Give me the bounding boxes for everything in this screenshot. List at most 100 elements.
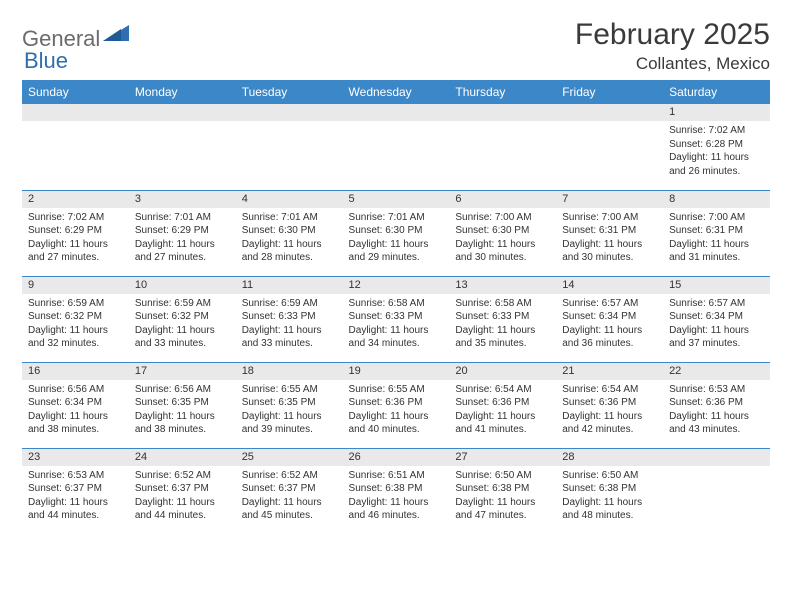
day-details: Sunrise: 6:56 AMSunset: 6:35 PMDaylight:… [129,380,236,441]
calendar-cell: 1Sunrise: 7:02 AMSunset: 6:28 PMDaylight… [663,104,770,190]
sunset-text: Sunset: 6:38 PM [562,482,657,496]
calendar-row: 16Sunrise: 6:56 AMSunset: 6:34 PMDayligh… [22,362,770,448]
sunrise-text: Sunrise: 6:53 AM [669,383,764,397]
day-number [663,449,770,466]
daylight-line1: Daylight: 11 hours [242,410,337,424]
day-number: 14 [556,277,663,294]
daylight-line1: Daylight: 11 hours [562,324,657,338]
sunrise-text: Sunrise: 7:02 AM [669,124,764,138]
calendar-row: 2Sunrise: 7:02 AMSunset: 6:29 PMDaylight… [22,190,770,276]
calendar-cell: 4Sunrise: 7:01 AMSunset: 6:30 PMDaylight… [236,190,343,276]
daylight-line2: and 27 minutes. [135,251,230,265]
daylight-line2: and 29 minutes. [349,251,444,265]
calendar-cell: 14Sunrise: 6:57 AMSunset: 6:34 PMDayligh… [556,276,663,362]
daylight-line1: Daylight: 11 hours [349,324,444,338]
sunrise-text: Sunrise: 6:57 AM [562,297,657,311]
day-number: 12 [343,277,450,294]
daylight-line1: Daylight: 11 hours [455,238,550,252]
calendar-cell: 28Sunrise: 6:50 AMSunset: 6:38 PMDayligh… [556,448,663,534]
calendar-cell: 15Sunrise: 6:57 AMSunset: 6:34 PMDayligh… [663,276,770,362]
day-number: 22 [663,363,770,380]
calendar-cell: 25Sunrise: 6:52 AMSunset: 6:37 PMDayligh… [236,448,343,534]
sunrise-text: Sunrise: 6:50 AM [455,469,550,483]
sunset-text: Sunset: 6:36 PM [562,396,657,410]
sunrise-text: Sunrise: 6:54 AM [455,383,550,397]
day-details: Sunrise: 6:55 AMSunset: 6:35 PMDaylight:… [236,380,343,441]
sunrise-text: Sunrise: 7:01 AM [242,211,337,225]
day-details: Sunrise: 7:00 AMSunset: 6:31 PMDaylight:… [663,208,770,269]
daylight-line1: Daylight: 11 hours [242,496,337,510]
daylight-line2: and 34 minutes. [349,337,444,351]
day-details: Sunrise: 6:50 AMSunset: 6:38 PMDaylight:… [449,466,556,527]
day-number [22,104,129,121]
day-number: 23 [22,449,129,466]
sunrise-text: Sunrise: 7:00 AM [455,211,550,225]
daylight-line2: and 36 minutes. [562,337,657,351]
day-number: 16 [22,363,129,380]
day-number: 8 [663,191,770,208]
calendar-cell [22,104,129,190]
daylight-line2: and 46 minutes. [349,509,444,523]
daylight-line2: and 37 minutes. [669,337,764,351]
sunset-text: Sunset: 6:30 PM [349,224,444,238]
daylight-line1: Daylight: 11 hours [455,324,550,338]
calendar-cell: 22Sunrise: 6:53 AMSunset: 6:36 PMDayligh… [663,362,770,448]
day-number: 15 [663,277,770,294]
sunset-text: Sunset: 6:36 PM [669,396,764,410]
day-details: Sunrise: 7:02 AMSunset: 6:29 PMDaylight:… [22,208,129,269]
day-details: Sunrise: 6:59 AMSunset: 6:33 PMDaylight:… [236,294,343,355]
day-details: Sunrise: 6:52 AMSunset: 6:37 PMDaylight:… [129,466,236,527]
day-number: 7 [556,191,663,208]
calendar-row: 1Sunrise: 7:02 AMSunset: 6:28 PMDaylight… [22,104,770,190]
calendar-cell: 3Sunrise: 7:01 AMSunset: 6:29 PMDaylight… [129,190,236,276]
day-details: Sunrise: 6:54 AMSunset: 6:36 PMDaylight:… [449,380,556,441]
calendar-cell: 5Sunrise: 7:01 AMSunset: 6:30 PMDaylight… [343,190,450,276]
day-details: Sunrise: 7:00 AMSunset: 6:30 PMDaylight:… [449,208,556,269]
calendar-cell: 19Sunrise: 6:55 AMSunset: 6:36 PMDayligh… [343,362,450,448]
calendar-cell [129,104,236,190]
calendar-cell: 7Sunrise: 7:00 AMSunset: 6:31 PMDaylight… [556,190,663,276]
calendar-cell [556,104,663,190]
sunset-text: Sunset: 6:32 PM [28,310,123,324]
logo-triangle-icon [103,23,129,46]
daylight-line1: Daylight: 11 hours [135,410,230,424]
sunset-text: Sunset: 6:30 PM [242,224,337,238]
sunset-text: Sunset: 6:35 PM [242,396,337,410]
sunrise-text: Sunrise: 7:02 AM [28,211,123,225]
weekday-header: Sunday [22,80,129,104]
calendar-cell: 8Sunrise: 7:00 AMSunset: 6:31 PMDaylight… [663,190,770,276]
day-details: Sunrise: 6:58 AMSunset: 6:33 PMDaylight:… [343,294,450,355]
day-number: 2 [22,191,129,208]
day-details: Sunrise: 6:50 AMSunset: 6:38 PMDaylight:… [556,466,663,527]
sunrise-text: Sunrise: 6:59 AM [135,297,230,311]
sunset-text: Sunset: 6:37 PM [28,482,123,496]
calendar-cell: 16Sunrise: 6:56 AMSunset: 6:34 PMDayligh… [22,362,129,448]
daylight-line1: Daylight: 11 hours [562,238,657,252]
calendar-cell: 21Sunrise: 6:54 AMSunset: 6:36 PMDayligh… [556,362,663,448]
calendar-cell [663,448,770,534]
calendar-cell: 18Sunrise: 6:55 AMSunset: 6:35 PMDayligh… [236,362,343,448]
sunrise-text: Sunrise: 6:55 AM [349,383,444,397]
day-number: 10 [129,277,236,294]
sunset-text: Sunset: 6:33 PM [242,310,337,324]
daylight-line1: Daylight: 11 hours [28,410,123,424]
day-details: Sunrise: 6:59 AMSunset: 6:32 PMDaylight:… [22,294,129,355]
day-number: 17 [129,363,236,380]
sunset-text: Sunset: 6:34 PM [669,310,764,324]
daylight-line2: and 44 minutes. [135,509,230,523]
sunrise-text: Sunrise: 6:58 AM [455,297,550,311]
day-details: Sunrise: 6:52 AMSunset: 6:37 PMDaylight:… [236,466,343,527]
sunset-text: Sunset: 6:33 PM [349,310,444,324]
daylight-line2: and 33 minutes. [242,337,337,351]
day-number: 13 [449,277,556,294]
daylight-line2: and 35 minutes. [455,337,550,351]
day-number: 24 [129,449,236,466]
sunrise-text: Sunrise: 6:50 AM [562,469,657,483]
sunrise-text: Sunrise: 6:54 AM [562,383,657,397]
day-details: Sunrise: 6:56 AMSunset: 6:34 PMDaylight:… [22,380,129,441]
daylight-line1: Daylight: 11 hours [349,496,444,510]
daylight-line1: Daylight: 11 hours [669,238,764,252]
page-title: February 2025 [575,18,770,52]
weekday-header: Monday [129,80,236,104]
sunset-text: Sunset: 6:38 PM [455,482,550,496]
